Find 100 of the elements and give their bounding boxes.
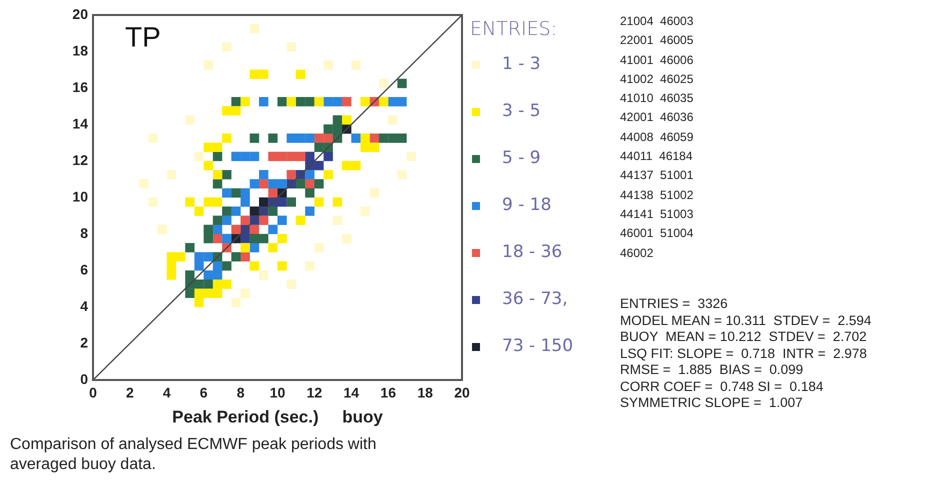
legend-label: 18 - 36	[502, 242, 562, 262]
y-tick-label: 20	[72, 6, 88, 22]
point	[240, 216, 250, 225]
point	[240, 243, 250, 252]
point	[314, 179, 324, 188]
point	[314, 243, 324, 252]
x-tick-label: 4	[162, 384, 171, 400]
point	[240, 288, 250, 298]
point	[250, 24, 260, 34]
y-tick-label: 8	[80, 224, 88, 241]
point	[222, 206, 232, 216]
point	[250, 152, 260, 162]
point	[231, 206, 241, 216]
point	[258, 197, 268, 207]
point	[185, 197, 195, 207]
point	[231, 188, 241, 198]
text: CORR COEF = 0.748 SI = 0.184	[620, 378, 824, 395]
point	[240, 252, 250, 262]
point	[250, 206, 260, 216]
point	[378, 97, 388, 106]
point	[378, 134, 388, 143]
point	[268, 188, 278, 198]
point	[277, 179, 287, 188]
point	[250, 261, 260, 271]
point	[268, 152, 278, 162]
point	[258, 70, 268, 79]
y-tick-label: 0	[80, 370, 88, 387]
point	[176, 252, 186, 262]
point	[250, 234, 260, 244]
point	[194, 152, 204, 162]
point	[194, 261, 204, 271]
point	[332, 97, 342, 106]
text: 22001 46005	[620, 32, 694, 50]
point	[212, 280, 222, 289]
legend-label: 36 - 73,	[502, 289, 568, 309]
point	[314, 134, 324, 143]
text: 46001 51004	[620, 225, 694, 242]
point	[166, 170, 176, 180]
point	[212, 170, 222, 180]
point	[378, 78, 388, 88]
point	[194, 280, 204, 289]
point	[305, 170, 314, 180]
point	[194, 206, 204, 216]
text: BUOY MEAN = 10.212 STDEV = 2.702	[620, 329, 868, 346]
x-tick-label: 16	[380, 384, 396, 400]
point	[204, 270, 213, 280]
point	[296, 179, 306, 188]
point	[194, 298, 204, 308]
point	[250, 70, 260, 79]
point	[296, 97, 306, 106]
text: 44141 51003	[620, 206, 694, 223]
point	[360, 206, 370, 216]
point	[222, 261, 232, 271]
point	[286, 97, 296, 106]
point	[250, 179, 260, 188]
x-tick-label: 18	[417, 384, 434, 400]
legend-label: 1 - 3	[502, 54, 541, 74]
point	[406, 152, 416, 162]
x-tick-label: 2	[126, 384, 134, 400]
point	[370, 142, 380, 152]
point	[332, 115, 342, 125]
legend-label: 5 - 9	[502, 148, 541, 168]
point	[351, 134, 361, 143]
point	[277, 197, 287, 207]
point	[360, 134, 370, 143]
point	[296, 216, 306, 225]
point	[204, 60, 213, 70]
point	[296, 134, 306, 143]
y-tick-label: 10	[72, 188, 88, 204]
point	[166, 270, 176, 280]
point	[277, 234, 287, 244]
point	[370, 134, 380, 143]
legend-label: 9 - 18	[502, 195, 552, 215]
point	[212, 270, 222, 280]
point	[324, 97, 333, 106]
chart-title: TP	[125, 22, 161, 53]
point	[258, 179, 268, 188]
point	[204, 197, 213, 207]
point	[268, 206, 278, 216]
point	[212, 234, 222, 244]
point	[296, 70, 306, 79]
text: 42001 46036	[620, 109, 694, 126]
point	[139, 179, 148, 188]
point	[258, 216, 268, 225]
point	[397, 78, 407, 88]
point	[222, 42, 232, 52]
text: 44011 46184	[620, 148, 694, 166]
point	[388, 115, 398, 125]
x-tick-label: 8	[236, 384, 245, 400]
point	[360, 142, 370, 152]
point	[305, 152, 314, 162]
point	[332, 197, 342, 207]
point	[222, 106, 232, 116]
point	[296, 152, 306, 162]
x-tick-label: 10	[270, 384, 286, 400]
point	[342, 234, 352, 244]
point	[158, 224, 167, 234]
text: 41002 46025	[620, 70, 694, 88]
point	[268, 243, 278, 252]
point	[370, 188, 380, 198]
